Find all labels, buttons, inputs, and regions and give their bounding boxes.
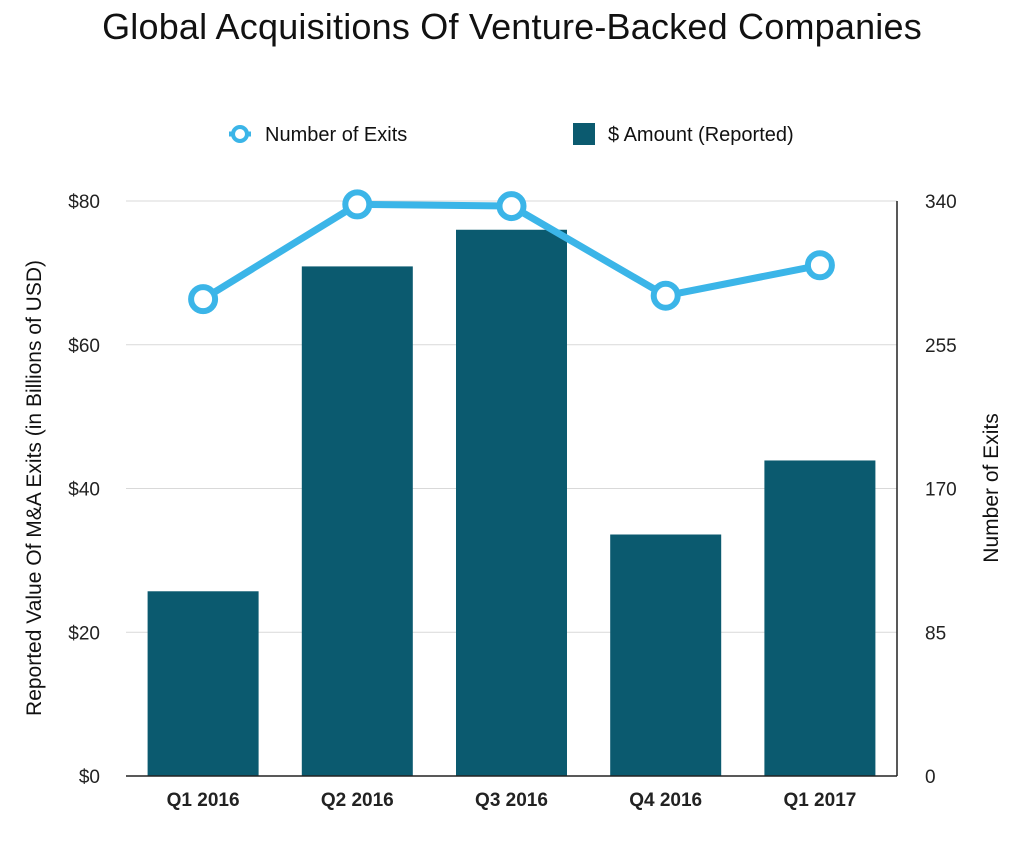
bar-series <box>147 229 876 776</box>
y-tick-label-left: $20 <box>68 623 100 644</box>
legend-label-line: Number of Exits <box>265 124 407 146</box>
legend-label-bar: $ Amount (Reported) <box>608 124 794 146</box>
x-tick-label: Q1 2017 <box>783 790 856 811</box>
y-tick-label-left: $0 <box>79 767 100 788</box>
y-axis-title-left: Reported Value Of M&A Exits (in Billions… <box>23 260 46 716</box>
tick-labels: $0 0 $20 85 $40 170 $60 255 $80 340 Q1 2016 Q2 2016… <box>68 192 956 811</box>
line-point <box>188 284 219 315</box>
y-axis-title-right: Number of Exits <box>980 413 1003 562</box>
line-point <box>496 191 527 222</box>
y-tick-label-right: 0 <box>925 767 936 788</box>
line-point <box>650 280 681 311</box>
axes <box>126 201 898 777</box>
y-tick-label-left: $60 <box>68 336 100 357</box>
x-tick-label: Q4 2016 <box>629 790 702 811</box>
y-tick-label-right: 170 <box>925 480 957 501</box>
line-point <box>342 189 373 220</box>
legend: Number of Exits $ Amount (Reported) <box>229 123 794 146</box>
line-point <box>804 250 835 281</box>
y-tick-label-right: 340 <box>925 192 957 213</box>
chart-title: Global Acquisitions Of Venture-Backed Co… <box>102 6 922 47</box>
y-tick-label-left: $80 <box>68 192 100 213</box>
y-tick-label-left: $40 <box>68 480 100 501</box>
x-tick-label: Q3 2016 <box>475 790 548 811</box>
bar <box>301 266 413 776</box>
bar <box>147 591 259 776</box>
legend-marker-icon <box>231 125 249 143</box>
y-tick-label-right: 255 <box>925 336 957 357</box>
y-tick-label-right: 85 <box>925 623 946 644</box>
x-tick-label: Q1 2016 <box>167 790 240 811</box>
bar <box>764 460 876 776</box>
bar <box>456 229 567 776</box>
legend-bar-swatch <box>573 123 595 145</box>
line-series <box>188 189 835 315</box>
x-tick-label: Q2 2016 <box>321 790 394 811</box>
bar <box>610 534 722 776</box>
